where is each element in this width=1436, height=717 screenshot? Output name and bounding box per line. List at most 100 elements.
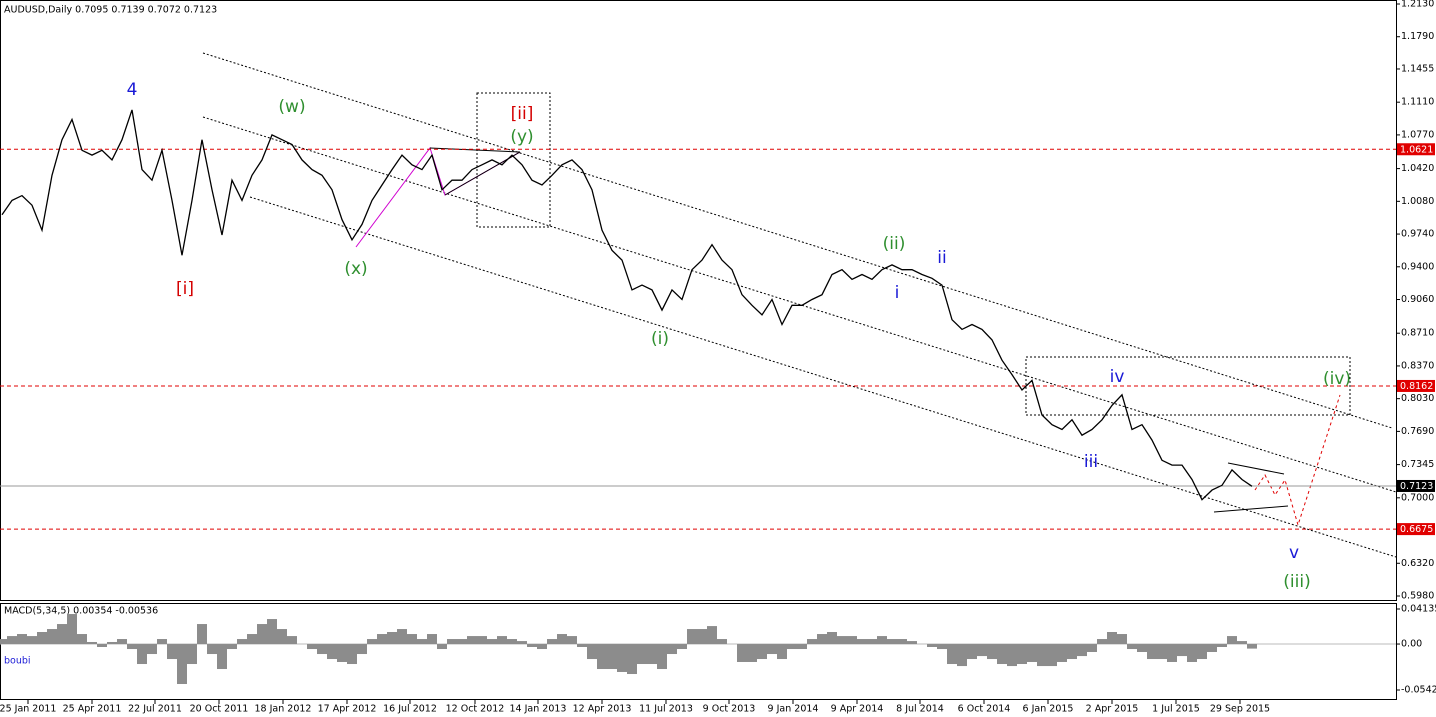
macd-bar <box>617 644 627 672</box>
macd-bar <box>767 644 777 655</box>
pattern-line <box>355 146 521 248</box>
channel-line <box>202 52 1393 429</box>
macd-bar <box>1097 639 1107 645</box>
macd-bar <box>307 644 317 650</box>
macd-bar <box>647 644 657 665</box>
macd-bar <box>7 636 17 645</box>
macd-bar <box>97 644 107 647</box>
price-line <box>1 109 1253 501</box>
y-tick-label: 1.1110 <box>1401 97 1434 108</box>
macd-bar <box>1147 644 1157 660</box>
macd-bar <box>517 641 527 645</box>
macd-bar <box>87 641 97 645</box>
chart-title: AUDUSD,Daily 0.7095 0.7139 0.7072 0.7123 <box>4 5 217 16</box>
macd-bar <box>147 644 157 655</box>
x-tick-label: 22 Jul 2011 <box>128 704 182 715</box>
macd-title: MACD(5,34,5) 0.00354 -0.00536 <box>4 606 158 617</box>
macd-bar <box>247 634 257 645</box>
macd-bar <box>207 644 217 655</box>
macd-bar <box>1047 644 1057 667</box>
y-tick-label: 1.2130 <box>1401 0 1434 10</box>
x-tick-label: 18 Jan 2012 <box>255 704 312 715</box>
x-tick-label: 12 Apr 2013 <box>573 704 632 715</box>
y-tick-label: 1.0770 <box>1401 129 1434 140</box>
y-tick-label: 0.8030 <box>1401 393 1434 404</box>
macd-bar <box>1177 644 1187 657</box>
macd-bar <box>1247 644 1257 649</box>
x-tick-label: 29 Sep 2015 <box>1210 704 1270 715</box>
macd-bar <box>687 629 697 645</box>
macd-bar <box>1197 644 1207 660</box>
x-tick-label: 17 Apr 2012 <box>318 704 377 715</box>
macd-bar <box>1017 644 1027 665</box>
macd-bar <box>967 644 977 660</box>
x-tick-label: 14 Jan 2013 <box>510 704 567 715</box>
macd-bar <box>507 639 517 645</box>
macd-bar <box>797 644 807 650</box>
macd-bar <box>557 634 567 645</box>
macd-bar <box>1027 644 1037 662</box>
macd-bar <box>477 636 487 645</box>
macd-bar <box>0 639 7 645</box>
macd-bar <box>227 644 237 650</box>
indicator-label: boubi <box>4 656 31 667</box>
level-label: 0.7123 <box>1400 481 1433 492</box>
macd-bar <box>657 644 667 670</box>
macd-bar <box>277 629 287 645</box>
triangle-line <box>1227 462 1285 475</box>
macd-bar <box>1167 644 1177 662</box>
triangle-line <box>1213 505 1289 513</box>
y-tick-label: 0.7000 <box>1401 492 1434 503</box>
y-tick-label: 0.9060 <box>1401 294 1434 305</box>
macd-bar <box>1067 644 1077 660</box>
wave-label: [i] <box>176 279 194 299</box>
macd-bar <box>177 644 187 685</box>
macd-bar <box>77 634 87 645</box>
macd-bar <box>1237 641 1247 645</box>
macd-bar <box>547 639 557 645</box>
y-tick-label: 0.6320 <box>1401 558 1434 569</box>
macd-bar <box>737 644 747 662</box>
y-tick-label: 1.0420 <box>1401 163 1434 174</box>
y-tick-label: 0.7690 <box>1401 426 1434 437</box>
macd-bar <box>1007 644 1017 667</box>
macd-bar <box>167 644 177 660</box>
y-tick-label: 0.04135 <box>1401 604 1436 615</box>
macd-bar <box>757 644 767 660</box>
macd-bar <box>1137 644 1147 652</box>
x-tick-label: 2 Apr 2015 <box>1086 704 1139 715</box>
macd-bar <box>327 644 337 660</box>
x-tick-label: 25 Apr 2011 <box>63 704 122 715</box>
macd-bar <box>567 636 577 645</box>
macd-bar <box>987 644 997 660</box>
wave-label: (ii) <box>883 234 906 254</box>
macd-bar <box>717 639 727 645</box>
wave-label: (y) <box>510 127 533 147</box>
macd-bar <box>17 634 27 645</box>
macd-bar <box>337 644 347 662</box>
macd-bar <box>1187 644 1197 662</box>
macd-bar <box>347 644 357 665</box>
macd-bar <box>1217 644 1227 647</box>
macd-bar <box>67 614 77 645</box>
macd-bar <box>257 624 267 645</box>
macd-bar <box>397 629 407 645</box>
macd-bar <box>1227 636 1237 645</box>
macd-bar <box>527 644 537 647</box>
level-box <box>1397 523 1435 536</box>
macd-bar <box>127 644 137 650</box>
channel-line <box>249 196 1397 558</box>
macd-bar <box>377 634 387 645</box>
wave-label: iii <box>1084 452 1098 472</box>
macd-bar <box>217 644 227 670</box>
level-label: 0.8162 <box>1400 381 1433 392</box>
macd-bar <box>117 639 127 645</box>
wave-label: i <box>895 283 900 303</box>
macd-bar <box>407 634 417 645</box>
macd-bar <box>497 636 507 645</box>
macd-bar <box>1077 644 1087 657</box>
macd-bar <box>777 644 787 660</box>
x-tick-label: 8 Jul 2014 <box>896 704 944 715</box>
y-tick-label: 0.7345 <box>1401 459 1434 470</box>
